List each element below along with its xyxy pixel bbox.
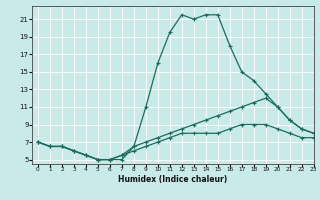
X-axis label: Humidex (Indice chaleur): Humidex (Indice chaleur) bbox=[118, 175, 228, 184]
